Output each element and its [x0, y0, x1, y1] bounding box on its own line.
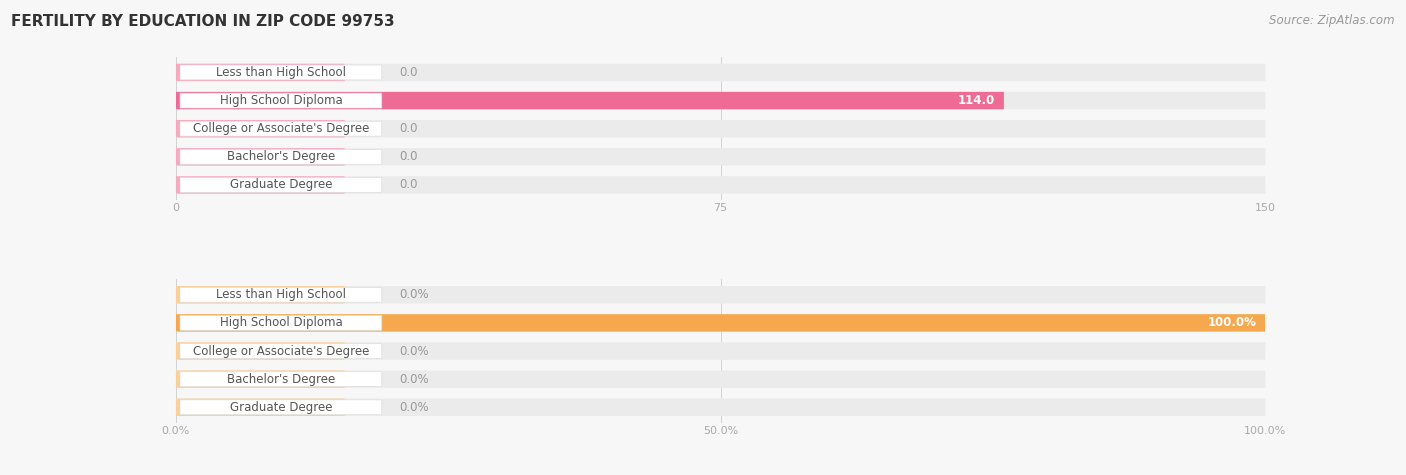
FancyBboxPatch shape — [176, 314, 1265, 332]
Text: Bachelor's Degree: Bachelor's Degree — [226, 151, 335, 163]
FancyBboxPatch shape — [176, 148, 1265, 166]
FancyBboxPatch shape — [180, 400, 382, 415]
Text: 100.0%: 100.0% — [1208, 316, 1257, 329]
FancyBboxPatch shape — [176, 399, 1265, 416]
FancyBboxPatch shape — [176, 286, 1265, 304]
Text: Source: ZipAtlas.com: Source: ZipAtlas.com — [1270, 14, 1395, 27]
FancyBboxPatch shape — [176, 370, 1265, 388]
Text: 0.0%: 0.0% — [399, 373, 429, 386]
FancyBboxPatch shape — [176, 314, 1265, 332]
FancyBboxPatch shape — [180, 178, 382, 192]
FancyBboxPatch shape — [180, 121, 382, 136]
Text: High School Diploma: High School Diploma — [219, 94, 342, 107]
Text: Graduate Degree: Graduate Degree — [229, 179, 332, 191]
FancyBboxPatch shape — [180, 93, 382, 108]
Text: 0.0%: 0.0% — [399, 344, 429, 358]
Text: High School Diploma: High School Diploma — [219, 316, 342, 329]
Text: 0.0%: 0.0% — [399, 401, 429, 414]
FancyBboxPatch shape — [176, 64, 1265, 81]
Text: FERTILITY BY EDUCATION IN ZIP CODE 99753: FERTILITY BY EDUCATION IN ZIP CODE 99753 — [11, 14, 395, 29]
Text: 0.0: 0.0 — [399, 122, 418, 135]
Text: 114.0: 114.0 — [957, 94, 995, 107]
Text: Less than High School: Less than High School — [217, 66, 346, 79]
FancyBboxPatch shape — [176, 64, 344, 81]
FancyBboxPatch shape — [180, 287, 382, 302]
Text: Less than High School: Less than High School — [217, 288, 346, 301]
FancyBboxPatch shape — [176, 176, 1265, 194]
Text: 0.0%: 0.0% — [399, 288, 429, 301]
Text: 0.0: 0.0 — [399, 66, 418, 79]
FancyBboxPatch shape — [176, 342, 1265, 360]
FancyBboxPatch shape — [176, 286, 344, 304]
FancyBboxPatch shape — [176, 92, 1004, 109]
Text: College or Associate's Degree: College or Associate's Degree — [193, 344, 370, 358]
FancyBboxPatch shape — [176, 342, 344, 360]
Text: 0.0: 0.0 — [399, 151, 418, 163]
FancyBboxPatch shape — [176, 370, 344, 388]
Text: 0.0: 0.0 — [399, 179, 418, 191]
FancyBboxPatch shape — [176, 92, 1265, 109]
FancyBboxPatch shape — [180, 315, 382, 330]
FancyBboxPatch shape — [180, 372, 382, 387]
Text: Bachelor's Degree: Bachelor's Degree — [226, 373, 335, 386]
Text: College or Associate's Degree: College or Associate's Degree — [193, 122, 370, 135]
FancyBboxPatch shape — [180, 150, 382, 164]
FancyBboxPatch shape — [180, 343, 382, 359]
Text: Graduate Degree: Graduate Degree — [229, 401, 332, 414]
FancyBboxPatch shape — [176, 120, 1265, 137]
FancyBboxPatch shape — [180, 65, 382, 80]
FancyBboxPatch shape — [176, 399, 344, 416]
FancyBboxPatch shape — [176, 176, 344, 194]
FancyBboxPatch shape — [176, 120, 344, 137]
FancyBboxPatch shape — [176, 148, 344, 166]
